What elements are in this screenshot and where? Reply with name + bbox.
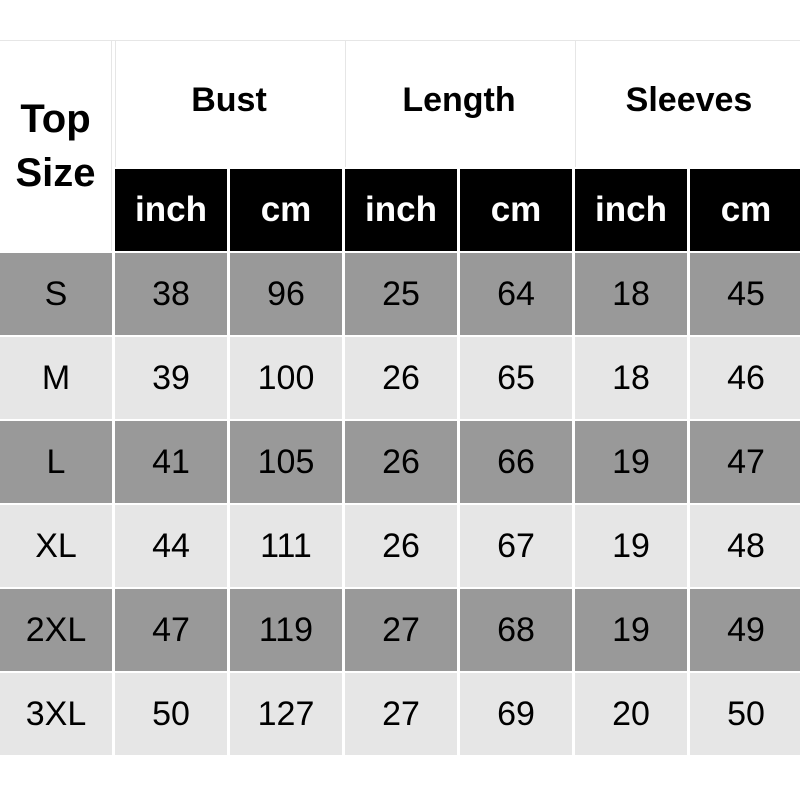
table-cell: 41: [115, 421, 227, 503]
size-label-cell: 3XL: [0, 673, 112, 755]
table-cell: 69: [460, 673, 572, 755]
corner-line-1: Top: [20, 97, 91, 141]
size-label-cell: XL: [0, 505, 112, 587]
table-cell: 45: [690, 253, 800, 335]
table-cell: 19: [575, 505, 687, 587]
table-cell: 105: [230, 421, 342, 503]
table-cell: 25: [345, 253, 457, 335]
table-cell: 19: [575, 589, 687, 671]
group-header-bust: Bust: [115, 41, 342, 167]
table-cell: 47: [690, 421, 800, 503]
corner-line-2: Size: [15, 151, 96, 195]
table-cell: 65: [460, 337, 572, 419]
unit-header: cm: [460, 169, 572, 251]
table-cell: 18: [575, 337, 687, 419]
table-cell: 68: [460, 589, 572, 671]
table-cell: 64: [460, 253, 572, 335]
table-cell: 39: [115, 337, 227, 419]
table-cell: 66: [460, 421, 572, 503]
table-cell: 46: [690, 337, 800, 419]
table-cell: 96: [230, 253, 342, 335]
table-cell: 44: [115, 505, 227, 587]
unit-header: inch: [115, 169, 227, 251]
table-cell: 26: [345, 337, 457, 419]
size-chart-table: Top Size Bust Length Sleeves inch cm inch c…: [0, 41, 800, 755]
corner-header: Top Size: [0, 41, 112, 251]
table-top-border: [0, 40, 800, 41]
table-cell: 48: [690, 505, 800, 587]
table-cell: 26: [345, 505, 457, 587]
table-cell: 50: [115, 673, 227, 755]
group-header-length: Length: [345, 41, 572, 167]
group-header-sleeves: Sleeves: [575, 41, 800, 167]
table-cell: 19: [575, 421, 687, 503]
table-cell: 67: [460, 505, 572, 587]
unit-header: inch: [575, 169, 687, 251]
table-cell: 27: [345, 589, 457, 671]
table-cell: 47: [115, 589, 227, 671]
table-cell: 49: [690, 589, 800, 671]
table-cell: 100: [230, 337, 342, 419]
size-label-cell: S: [0, 253, 112, 335]
unit-header: inch: [345, 169, 457, 251]
table-cell: 18: [575, 253, 687, 335]
unit-header: cm: [690, 169, 800, 251]
size-label-cell: M: [0, 337, 112, 419]
table-cell: 27: [345, 673, 457, 755]
table-cell: 38: [115, 253, 227, 335]
size-label-cell: L: [0, 421, 112, 503]
size-label-cell: 2XL: [0, 589, 112, 671]
table-cell: 127: [230, 673, 342, 755]
table-cell: 50: [690, 673, 800, 755]
unit-header: cm: [230, 169, 342, 251]
table-cell: 26: [345, 421, 457, 503]
table-cell: 119: [230, 589, 342, 671]
table-cell: 111: [230, 505, 342, 587]
table-cell: 20: [575, 673, 687, 755]
